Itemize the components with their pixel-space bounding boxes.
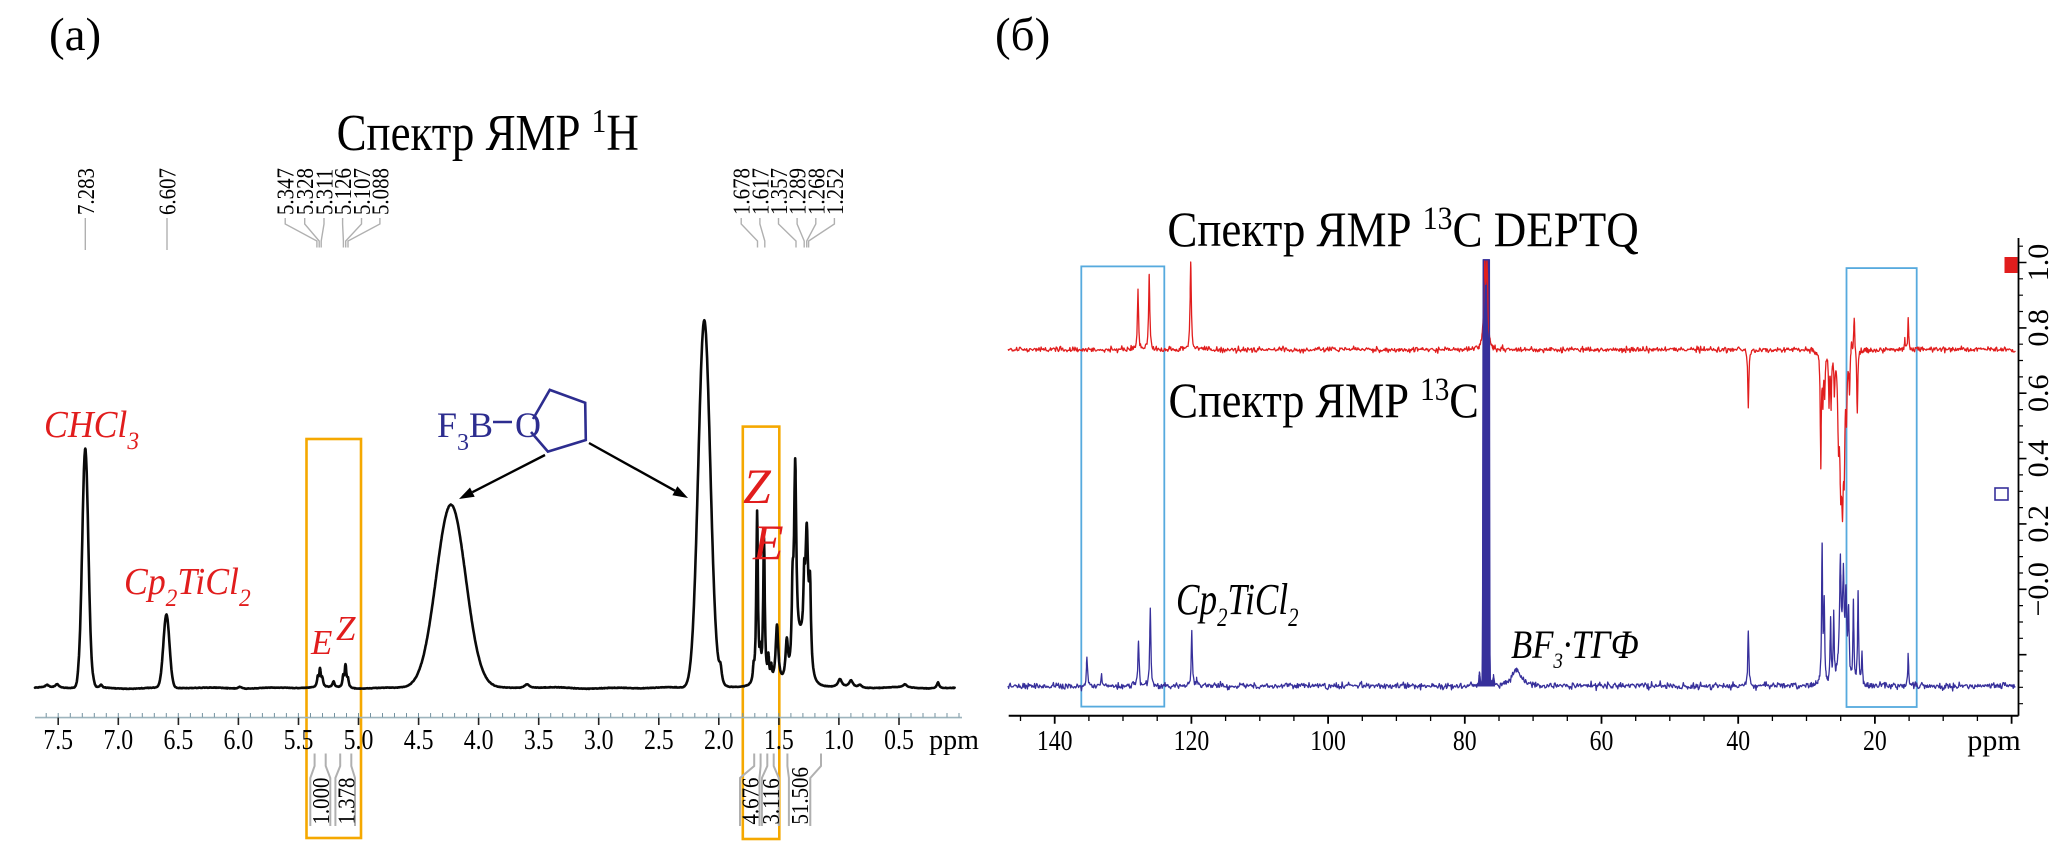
svg-text:Z: Z bbox=[336, 609, 356, 648]
svg-text:0.2: 0.2 bbox=[2022, 505, 2055, 543]
svg-text:(a): (a) bbox=[49, 9, 101, 61]
svg-text:20: 20 bbox=[1863, 724, 1887, 757]
svg-text:Cp2TiCl2: Cp2TiCl2 bbox=[1176, 574, 1299, 632]
svg-text:40: 40 bbox=[1726, 724, 1750, 757]
svg-text:3.116: 3.116 bbox=[757, 778, 784, 824]
svg-text:6.5: 6.5 bbox=[164, 723, 194, 756]
svg-text:5.328: 5.328 bbox=[292, 168, 319, 215]
svg-text:5.347: 5.347 bbox=[272, 168, 299, 215]
svg-text:3.5: 3.5 bbox=[524, 723, 554, 756]
svg-text:5.126: 5.126 bbox=[330, 168, 357, 215]
svg-text:7.5: 7.5 bbox=[43, 723, 73, 756]
svg-text:E: E bbox=[310, 623, 332, 662]
svg-text:Спектр ЯМР 1H: Спектр ЯМР 1H bbox=[337, 102, 639, 162]
svg-text:1.0: 1.0 bbox=[824, 723, 854, 756]
svg-text:0.8: 0.8 bbox=[2022, 309, 2055, 347]
svg-text:Спектр ЯМР 13C DEPTQ: Спектр ЯМР 13C DEPTQ bbox=[1167, 200, 1638, 258]
svg-text:0.5: 0.5 bbox=[884, 723, 914, 756]
svg-text:4.676: 4.676 bbox=[737, 778, 764, 825]
svg-text:0.4: 0.4 bbox=[2022, 440, 2055, 478]
svg-text:1.000: 1.000 bbox=[307, 778, 334, 825]
svg-text:1.289: 1.289 bbox=[784, 168, 811, 215]
svg-text:7.0: 7.0 bbox=[103, 723, 133, 756]
svg-text:120: 120 bbox=[1174, 724, 1210, 757]
svg-text:51.506: 51.506 bbox=[787, 767, 814, 824]
svg-text:5.311: 5.311 bbox=[311, 169, 338, 215]
svg-text:5.0: 5.0 bbox=[344, 723, 374, 756]
svg-text:−0.0: −0.0 bbox=[2022, 562, 2055, 616]
svg-text:80: 80 bbox=[1453, 724, 1477, 757]
svg-text:1.0: 1.0 bbox=[2022, 244, 2055, 282]
svg-text:100: 100 bbox=[1310, 724, 1346, 757]
svg-text:0.6: 0.6 bbox=[2022, 374, 2055, 412]
svg-text:ppm: ppm bbox=[1967, 724, 2020, 757]
svg-text:140: 140 bbox=[1037, 724, 1073, 757]
svg-text:Z: Z bbox=[743, 458, 772, 514]
svg-text:E: E bbox=[752, 514, 784, 570]
svg-text:1.378: 1.378 bbox=[333, 778, 360, 825]
svg-text:1.357: 1.357 bbox=[766, 168, 793, 215]
svg-text:(б): (б) bbox=[995, 9, 1050, 61]
svg-text:1.252: 1.252 bbox=[822, 168, 849, 215]
svg-text:7.283: 7.283 bbox=[72, 168, 99, 215]
svg-text:2.0: 2.0 bbox=[704, 723, 734, 756]
svg-text:4.0: 4.0 bbox=[464, 723, 494, 756]
svg-text:BF3·ТГФ: BF3·ТГФ bbox=[1511, 624, 1639, 674]
svg-text:5.107: 5.107 bbox=[349, 168, 376, 215]
svg-text:1.5: 1.5 bbox=[764, 723, 794, 756]
svg-text:60: 60 bbox=[1590, 724, 1614, 757]
svg-text:6.0: 6.0 bbox=[224, 723, 254, 756]
svg-text:5.088: 5.088 bbox=[367, 168, 394, 215]
svg-text:6.607: 6.607 bbox=[154, 168, 181, 215]
svg-text:1.678: 1.678 bbox=[728, 168, 755, 215]
svg-text:1.268: 1.268 bbox=[803, 168, 830, 215]
svg-text:5.5: 5.5 bbox=[284, 723, 314, 756]
svg-text:3.0: 3.0 bbox=[584, 723, 614, 756]
svg-text:ppm: ppm bbox=[929, 725, 979, 756]
svg-text:1.617: 1.617 bbox=[747, 168, 774, 215]
svg-text:4.5: 4.5 bbox=[404, 723, 434, 756]
svg-text:2.5: 2.5 bbox=[644, 723, 674, 756]
